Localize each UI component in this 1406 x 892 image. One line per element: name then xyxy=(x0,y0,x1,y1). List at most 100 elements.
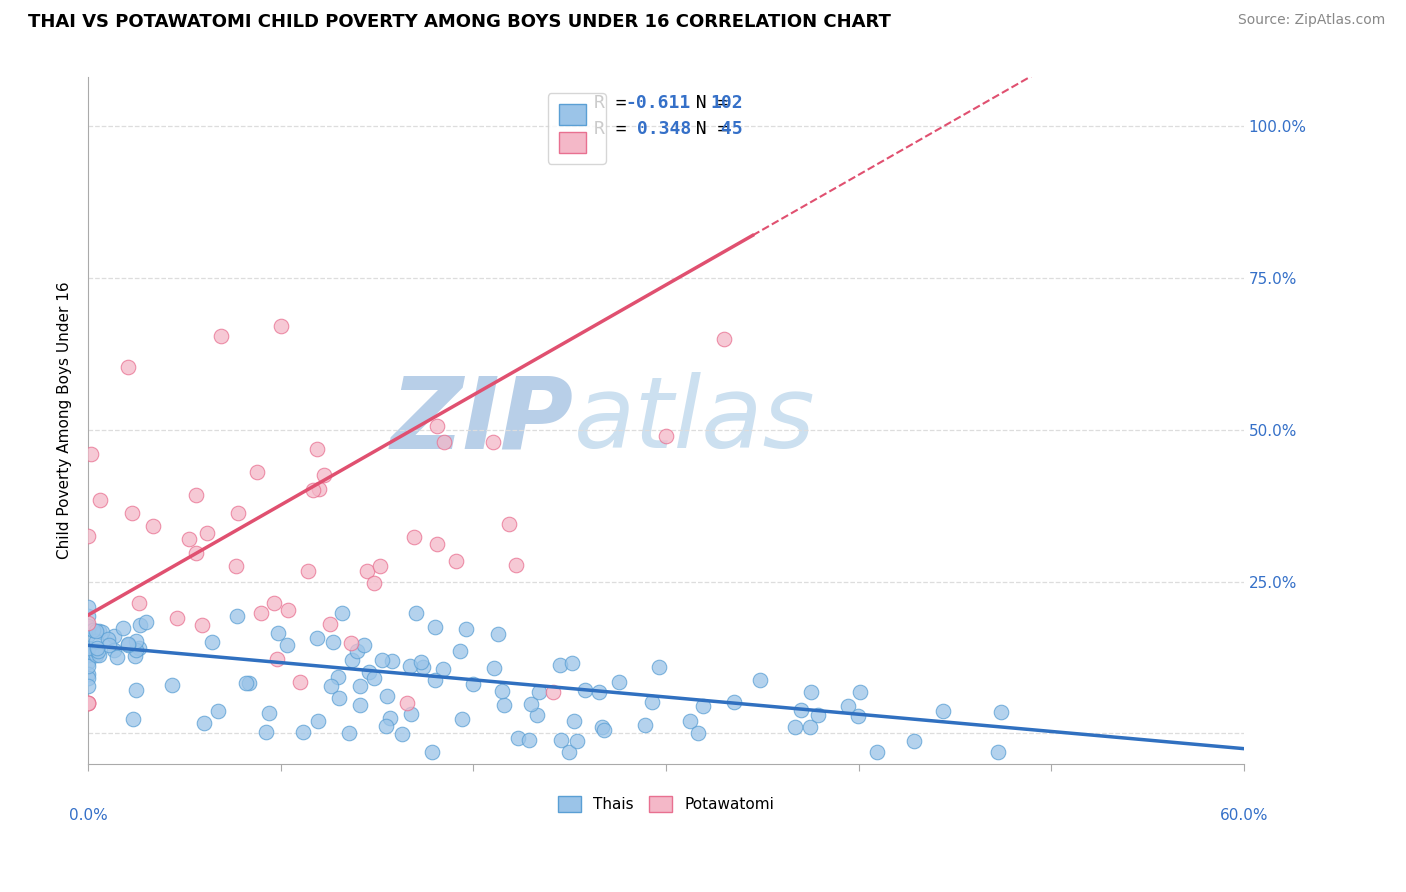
Point xyxy=(77,696,100,710)
Point xyxy=(177,533,200,547)
Point xyxy=(87,624,110,639)
Point xyxy=(498,516,520,531)
Point xyxy=(541,684,564,698)
Point xyxy=(807,708,830,723)
Point xyxy=(257,706,280,720)
Point xyxy=(837,699,859,714)
Point xyxy=(270,319,292,334)
Point xyxy=(356,564,378,578)
Point xyxy=(125,642,148,657)
Point xyxy=(84,634,107,648)
Point xyxy=(353,639,375,653)
Point xyxy=(337,725,360,739)
Point xyxy=(641,696,664,710)
Text: 0.0%: 0.0% xyxy=(69,808,107,823)
Point xyxy=(783,720,806,734)
Point xyxy=(846,708,869,723)
Point xyxy=(378,711,401,725)
Text: N =: N = xyxy=(673,120,740,137)
Point xyxy=(486,626,509,640)
Point xyxy=(399,706,422,721)
Point xyxy=(491,684,513,698)
Point xyxy=(432,662,454,676)
Point xyxy=(166,611,188,625)
Point xyxy=(332,606,354,620)
Point xyxy=(305,632,328,646)
Point xyxy=(228,506,250,520)
Point xyxy=(655,429,678,443)
Point xyxy=(363,671,385,685)
Point xyxy=(381,654,404,668)
Point xyxy=(326,670,349,684)
Point xyxy=(328,691,350,706)
Point xyxy=(723,695,745,709)
Point xyxy=(125,682,148,697)
Point xyxy=(692,698,714,713)
Point xyxy=(77,658,100,673)
Text: THAI VS POTAWATOMI CHILD POVERTY AMONG BOYS UNDER 16 CORRELATION CHART: THAI VS POTAWATOMI CHILD POVERTY AMONG B… xyxy=(28,13,891,31)
Point xyxy=(492,698,515,713)
Point xyxy=(391,727,413,741)
Point xyxy=(505,558,527,573)
Point xyxy=(266,652,288,666)
Point xyxy=(89,492,111,507)
Point xyxy=(527,684,550,698)
Point xyxy=(987,745,1010,759)
Point xyxy=(135,615,157,630)
Point xyxy=(790,703,813,717)
Text: Source: ZipAtlas.com: Source: ZipAtlas.com xyxy=(1237,13,1385,28)
Point xyxy=(349,679,371,693)
Point xyxy=(506,731,529,745)
Point xyxy=(288,674,311,689)
Point xyxy=(117,360,139,375)
Point xyxy=(207,704,229,718)
Text: R =: R = xyxy=(595,120,638,137)
Point xyxy=(312,468,335,483)
Point xyxy=(77,529,100,543)
Point xyxy=(319,617,342,632)
Point xyxy=(91,625,114,640)
Point xyxy=(77,666,100,681)
Point xyxy=(82,623,104,637)
Point xyxy=(932,704,955,718)
Point xyxy=(425,418,447,433)
Point xyxy=(404,530,426,544)
Point xyxy=(125,634,148,648)
Point xyxy=(77,679,100,693)
Point xyxy=(77,641,100,656)
Point xyxy=(574,683,596,698)
Point xyxy=(263,596,285,610)
Point xyxy=(77,608,100,623)
Point xyxy=(449,644,471,658)
Point xyxy=(368,558,391,573)
Point xyxy=(103,642,125,657)
Point xyxy=(105,649,128,664)
Point xyxy=(340,636,363,650)
Point xyxy=(121,506,143,520)
Point xyxy=(124,648,146,663)
Point xyxy=(308,483,330,497)
Point xyxy=(89,648,111,663)
Point xyxy=(77,696,100,710)
Point xyxy=(191,618,214,632)
Point xyxy=(80,645,103,659)
Point xyxy=(349,698,371,712)
Point xyxy=(799,720,821,734)
Point xyxy=(87,644,110,658)
Point xyxy=(686,726,709,740)
Point xyxy=(305,442,328,456)
Point xyxy=(423,620,446,634)
Point xyxy=(77,628,100,642)
Point xyxy=(395,696,418,710)
Text: atlas: atlas xyxy=(574,372,815,469)
Point xyxy=(77,642,100,657)
Point xyxy=(322,635,344,649)
Point xyxy=(748,673,770,688)
Text: 60.0%: 60.0% xyxy=(1219,808,1268,823)
Point xyxy=(267,626,290,640)
Point xyxy=(363,576,385,591)
Point xyxy=(433,434,456,449)
Point xyxy=(77,618,100,632)
Point xyxy=(225,558,247,573)
Point xyxy=(484,660,506,674)
